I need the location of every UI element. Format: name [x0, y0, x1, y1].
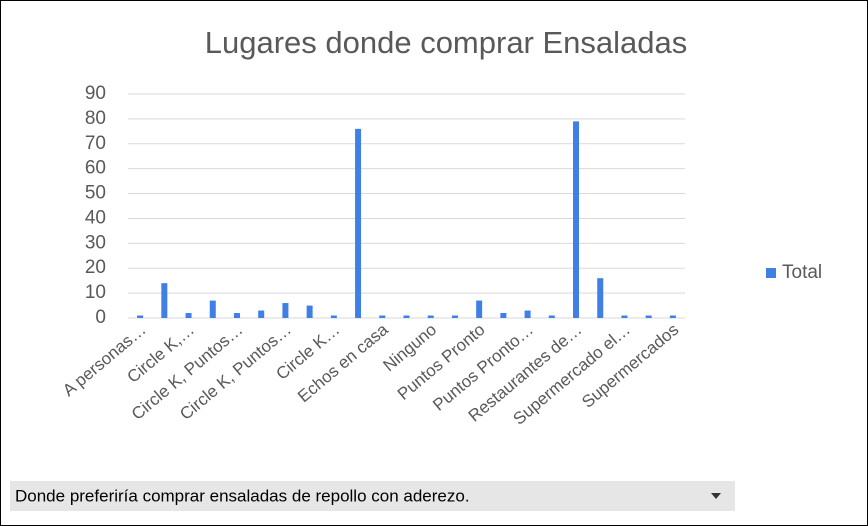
bar: [161, 283, 168, 318]
bar: [233, 313, 240, 318]
y-tick-label: 90: [85, 83, 106, 104]
bar: [451, 315, 458, 318]
y-tick-label: 20: [85, 257, 106, 278]
bar: [379, 315, 386, 318]
legend-label: Total: [782, 262, 822, 283]
bar: [476, 300, 483, 318]
legend-swatch: [766, 268, 776, 278]
y-tick-label: 30: [85, 232, 106, 253]
bar: [403, 315, 410, 318]
bar: [524, 310, 531, 318]
y-tick-label: 40: [85, 207, 106, 228]
bar: [427, 315, 434, 318]
bar: [330, 315, 337, 318]
bar: [137, 315, 144, 318]
y-tick-label: 0: [95, 307, 106, 328]
field-label[interactable]: Donde preferiría comprar ensaladas de re…: [15, 486, 470, 505]
bar: [597, 278, 604, 318]
bar: [573, 121, 580, 318]
bar: [645, 315, 652, 318]
bar: [209, 300, 216, 318]
bar: [500, 313, 507, 318]
bar: [548, 315, 555, 318]
bar: [306, 305, 313, 318]
dropdown-arrow[interactable]: [711, 493, 721, 499]
y-tick-label: 10: [85, 282, 106, 303]
field-button[interactable]: [10, 481, 735, 511]
bar: [355, 128, 362, 318]
y-tick-label: 80: [85, 108, 106, 129]
y-tick-label: 60: [85, 158, 106, 179]
bar: [282, 303, 289, 318]
y-tick-label: 70: [85, 133, 106, 154]
bar: [258, 310, 265, 318]
y-tick-label: 50: [85, 183, 106, 204]
chart-title: Lugares donde comprar Ensaladas: [205, 25, 688, 60]
bar: [669, 315, 676, 318]
bar: [185, 313, 192, 318]
bar: [621, 315, 628, 318]
